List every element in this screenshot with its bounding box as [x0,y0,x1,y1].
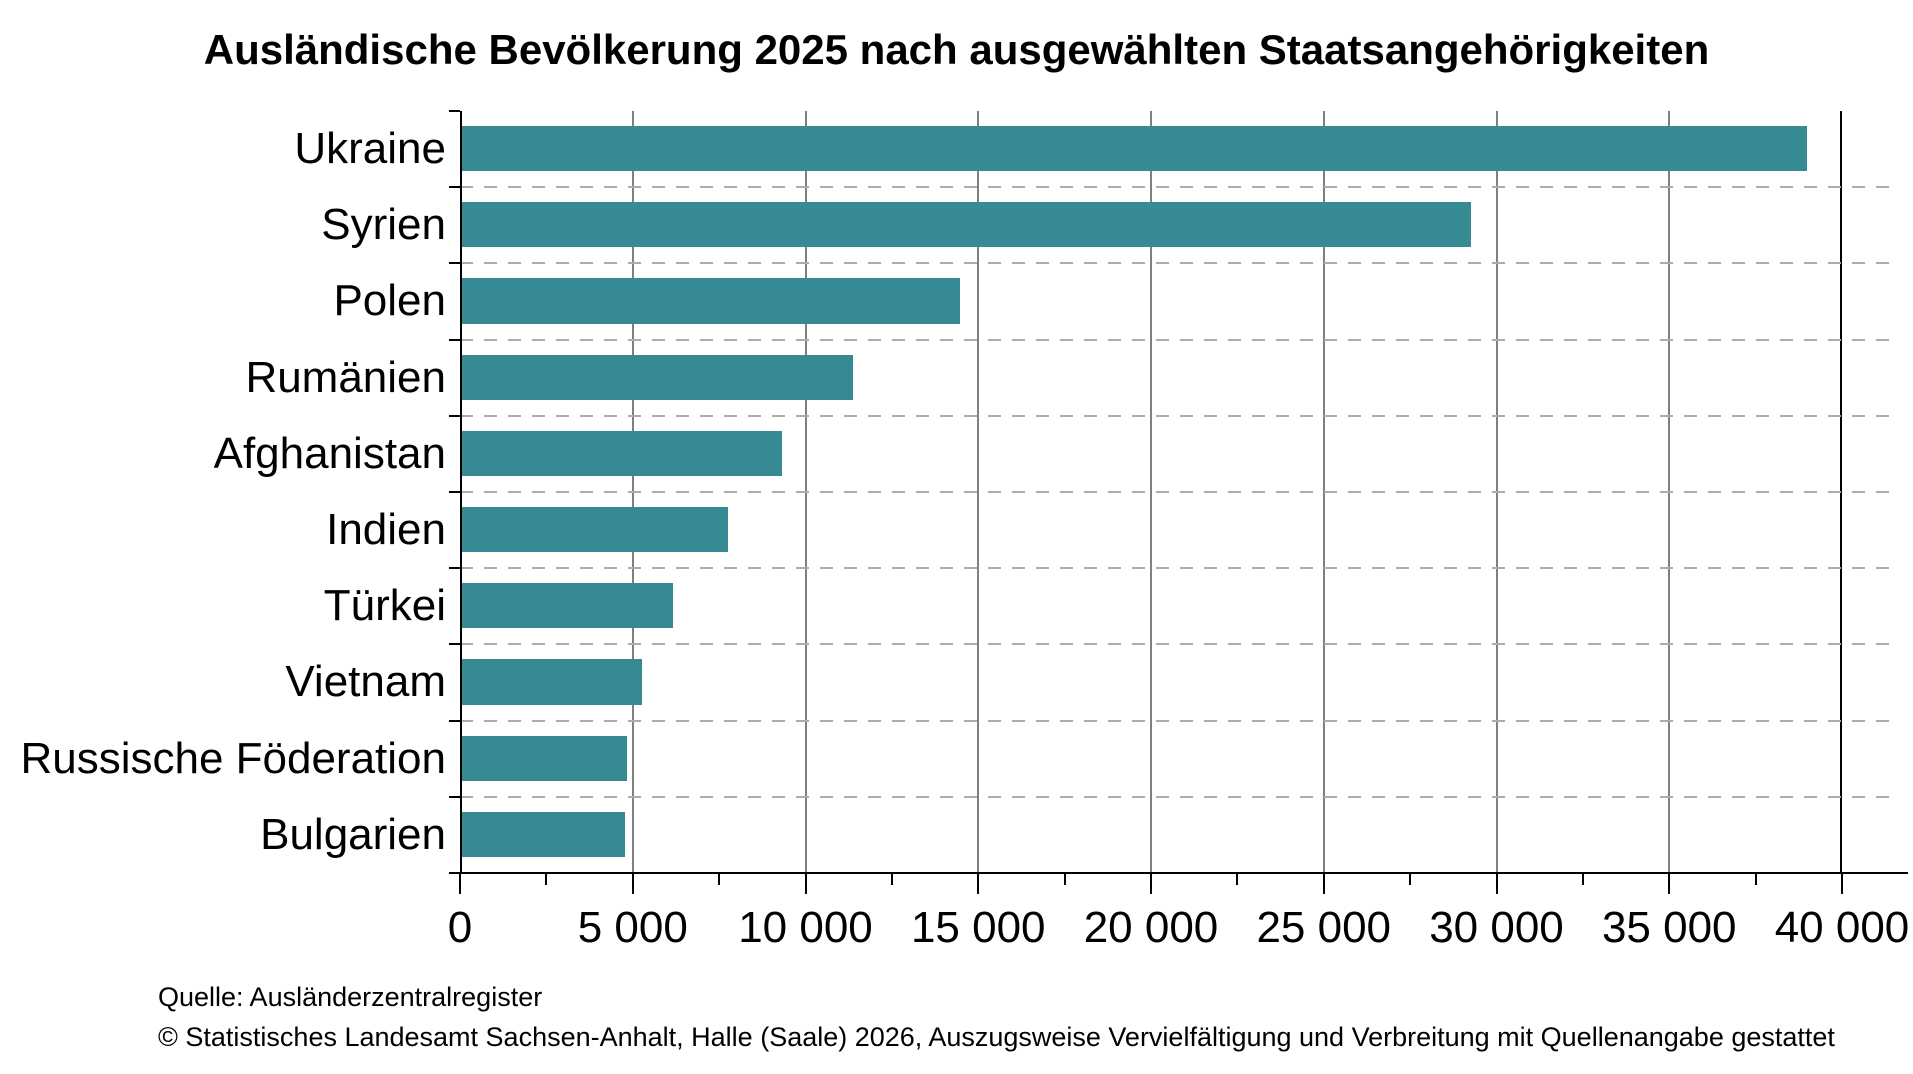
bar-Bulgarien [460,811,626,857]
x-axis-major-tick [804,873,807,894]
category-label-Afghanistan: Afghanistan [213,428,446,478]
copyright-note: © Statistisches Landesamt Sachsen-Anhalt… [158,1022,1835,1052]
x-axis-tick-label: 0 [447,903,473,952]
row-separator [460,719,1900,722]
x-axis-tick-label: 5 000 [577,903,688,952]
x-axis-minor-tick [1754,873,1757,885]
x-axis-tick-label: 10 000 [738,903,873,952]
x-axis-minor-tick [718,873,721,885]
x-axis-major-tick [631,873,634,894]
y-axis-tick [449,567,460,570]
x-axis-major-tick [1322,873,1325,894]
bar-Rumänien [460,354,853,400]
chart-title: Ausländische Bevölkerung 2025 nach ausge… [203,26,1710,73]
x-axis-tick-label: 20 000 [1083,903,1219,952]
bar-Türkei [460,583,674,629]
x-axis-major-tick [459,873,461,894]
x-axis-tick-label: 15 000 [910,903,1046,952]
source-note: Quelle: Ausländerzentralregister [158,982,543,1012]
plot-area [460,111,1900,873]
row-separator [460,338,1900,341]
bar-Ukraine [460,126,1808,172]
category-label-Rumänien: Rumänien [245,352,446,402]
row-separator [460,414,1900,417]
category-label-Vietnam: Vietnam [285,657,446,707]
x-axis-tick-label: 40 000 [1774,903,1910,952]
category-label-Syrien: Syrien [321,200,446,250]
y-axis-tick [449,262,460,265]
bar-Russische Föderation [460,735,627,781]
y-axis-tick [449,414,460,417]
y-axis [460,111,462,873]
category-label-Russische Föderation: Russische Föderation [20,733,446,783]
bar-Syrien [460,202,1471,248]
row-separator [460,567,1900,570]
x-axis-tick-label: 35 000 [1601,903,1737,952]
bar-Afghanistan [460,430,782,476]
row-separator [460,643,1900,646]
y-axis-tick [449,719,460,722]
x-axis-minor-tick [545,873,548,885]
x-axis-major-tick [1668,873,1671,894]
bar-Vietnam [460,659,643,705]
row-separator [460,262,1900,265]
row-separator [460,186,1900,189]
category-label-Indien: Indien [326,505,446,554]
x-axis-major-tick [1841,873,1843,894]
category-label-Bulgarien: Bulgarien [260,809,446,859]
y-axis-tick [449,872,460,874]
bar-Indien [460,507,728,553]
x-axis-minor-tick [1409,873,1412,885]
y-axis-tick [449,643,460,646]
y-axis-tick [449,186,460,189]
row-separator [460,491,1900,493]
x-axis-tick-label: 30 000 [1429,903,1564,952]
y-axis-tick [449,110,460,112]
x-axis-tick-label: 25 000 [1256,903,1392,952]
row-separator [460,795,1900,798]
category-label-Türkei: Türkei [323,581,446,631]
x-axis-minor-tick [890,873,893,885]
x-axis-major-tick [977,873,980,894]
y-axis-tick [449,491,460,493]
y-axis-tick [449,795,460,798]
bar-Polen [460,278,960,324]
x-axis-minor-tick [1063,873,1066,885]
x-axis-minor-tick [1581,873,1584,885]
x-axis-major-tick [1150,873,1152,894]
x-axis [460,872,1908,874]
y-axis-tick [449,338,460,341]
category-label-Ukraine: Ukraine [294,124,446,173]
x-axis-major-tick [1495,873,1498,894]
category-label-Polen: Polen [333,276,446,326]
x-axis-minor-tick [1236,873,1239,885]
